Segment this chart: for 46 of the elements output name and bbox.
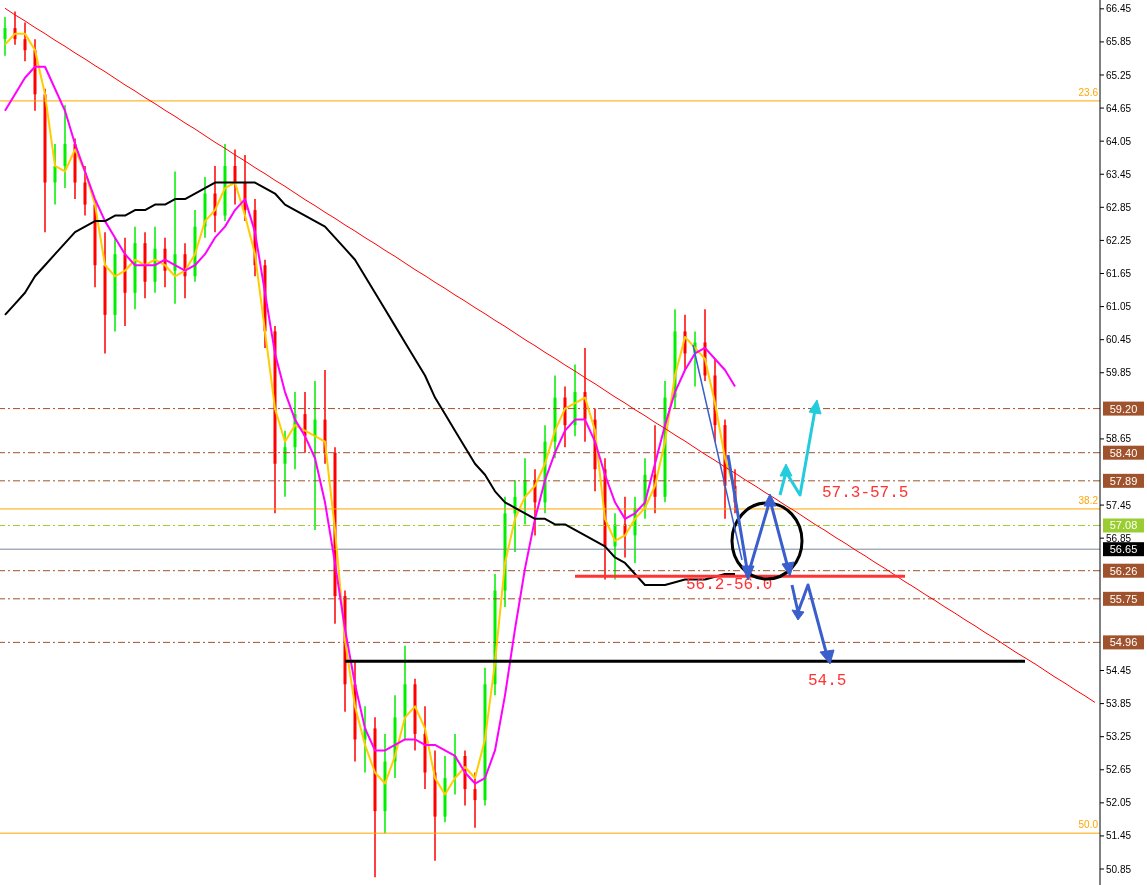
y-tick-label: 53.25 xyxy=(1106,731,1132,743)
ref-line-label: 57.08 xyxy=(1109,519,1138,532)
annotation: 56.2-56.0 xyxy=(686,576,773,594)
candlestick xyxy=(313,380,317,531)
y-tick-label: 52.05 xyxy=(1106,797,1132,809)
y-tick-label: 57.45 xyxy=(1106,499,1132,511)
ref-line-label: 59.20 xyxy=(1109,402,1138,415)
y-tick-label: 59.85 xyxy=(1106,367,1132,379)
candlestick xyxy=(233,148,237,206)
y-tick-label: 54.45 xyxy=(1106,665,1132,677)
ref-line-label: 55.75 xyxy=(1109,592,1138,605)
y-tick-label: 62.25 xyxy=(1106,234,1132,246)
y-tick-label: 65.85 xyxy=(1106,36,1132,48)
y-tick-label: 58.65 xyxy=(1106,433,1132,445)
y-tick-label: 61.65 xyxy=(1106,268,1132,280)
candlestick xyxy=(23,21,27,62)
ref-line-label: 54.96 xyxy=(1109,636,1138,649)
y-tick-label: 66.45 xyxy=(1106,3,1132,15)
y-tick-label: 50.85 xyxy=(1106,863,1132,875)
line-series xyxy=(4,7,1096,703)
y-tick-label: 63.45 xyxy=(1106,168,1132,180)
y-tick-label: 62.85 xyxy=(1106,201,1132,213)
y-tick-label: 56.85 xyxy=(1106,532,1132,544)
y-tick-label: 60.45 xyxy=(1106,334,1132,346)
ref-line-label: 56.26 xyxy=(1109,564,1138,577)
y-tick-label: 65.25 xyxy=(1106,69,1132,81)
candlestick xyxy=(63,104,67,189)
annotation: 50.0 xyxy=(1078,819,1098,831)
candlestick xyxy=(473,771,477,829)
ref-line-label: 58.40 xyxy=(1109,446,1138,459)
candlestick xyxy=(283,429,287,498)
ref-line-label: 56.65 xyxy=(1109,543,1138,556)
y-tick-label: 61.05 xyxy=(1106,301,1132,313)
candlestick xyxy=(3,16,7,57)
y-tick-label: 52.65 xyxy=(1106,764,1132,776)
y-tick-label: 51.45 xyxy=(1106,830,1132,842)
candlestick xyxy=(53,143,57,206)
candlestick xyxy=(83,165,87,217)
y-tick-label: 53.85 xyxy=(1106,698,1132,710)
annotation: 38.2 xyxy=(1078,495,1098,507)
y-tick-label: 64.65 xyxy=(1106,102,1132,114)
annotation: 54.5 xyxy=(808,672,847,690)
annotation: 57.3-57.5 xyxy=(822,484,909,502)
y-tick-label: 64.05 xyxy=(1106,135,1132,147)
ref-line-label: 57.89 xyxy=(1109,474,1138,487)
annotation: 23.6 xyxy=(1078,87,1098,99)
